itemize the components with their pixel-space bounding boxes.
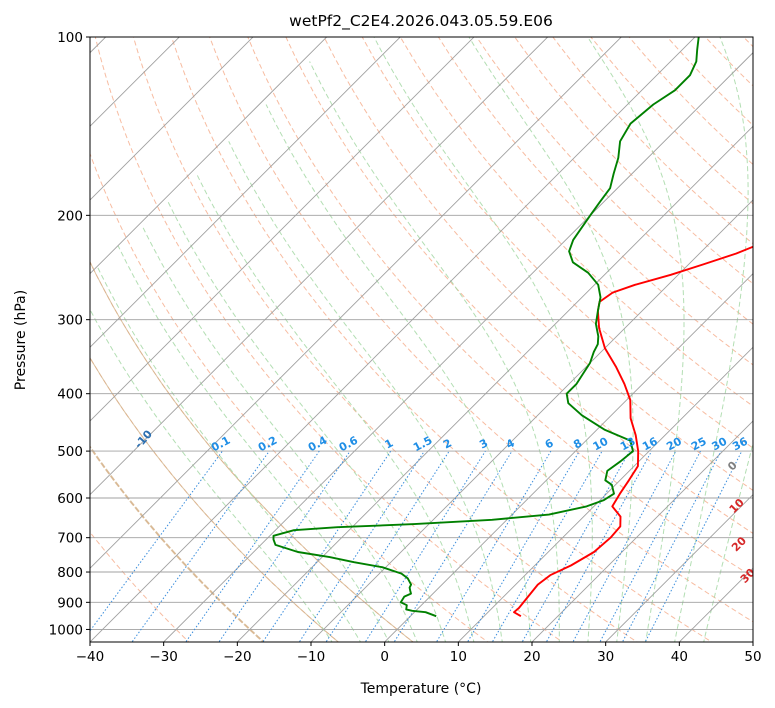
x-tick-label: 20 xyxy=(523,649,540,665)
mixing-ratio-line xyxy=(90,450,223,632)
dry-adiabat xyxy=(323,37,753,491)
moist-adiabat xyxy=(309,61,560,642)
moist-adiabat xyxy=(90,308,333,642)
mixing-ratio-label: 30 xyxy=(710,435,730,454)
moist-adiabat xyxy=(97,267,362,642)
moist-adiabat xyxy=(167,201,447,642)
chart-title: wetPf2_C2E4.2026.043.05.59.E06 xyxy=(289,12,553,31)
y-axis-label: Pressure (hPa) xyxy=(13,290,29,390)
mixing-ratio-line xyxy=(644,450,743,642)
isotherm xyxy=(457,346,753,642)
isotherm xyxy=(90,37,549,496)
mixing-ratio-label: 16 xyxy=(640,435,660,454)
mixing-ratio-line xyxy=(298,450,425,642)
y-tick-label: 400 xyxy=(57,387,83,403)
moist-adiabat xyxy=(195,173,475,642)
mixing-ratio-line xyxy=(435,450,552,642)
temperature-profile xyxy=(513,245,753,618)
mixing-ratio-line xyxy=(393,450,513,642)
x-tick-label: −40 xyxy=(76,649,105,665)
isotherm xyxy=(531,420,753,642)
y-tick-label: 800 xyxy=(57,565,83,581)
mixing-ratio-line xyxy=(599,450,701,642)
x-tick-label: −30 xyxy=(149,649,178,665)
moist-adiabat xyxy=(117,245,390,642)
mixing-ratio-label: 13 xyxy=(618,435,638,454)
mixing-ratio-label: 36 xyxy=(730,435,750,454)
isotherm xyxy=(310,199,753,642)
y-tick-label: 100 xyxy=(57,30,83,46)
isotherm xyxy=(90,37,696,642)
isotherm xyxy=(90,37,401,348)
isotherm xyxy=(604,493,753,642)
mixing-ratio-line xyxy=(621,450,722,642)
y-tick-label: 300 xyxy=(57,313,83,329)
x-tick-label: 30 xyxy=(597,649,614,665)
isotherm xyxy=(236,125,753,642)
x-tick-label: 0 xyxy=(380,649,389,665)
mixing-ratio-line xyxy=(262,450,392,642)
dry-adiabat xyxy=(171,37,713,642)
y-axis: 1000 900 800 700 600 500 400 300 200 100 xyxy=(49,30,90,638)
x-axis: −40 −30 −20 −10 0 10 20 30 40 50 xyxy=(76,642,762,665)
isotherm xyxy=(90,37,328,275)
mixing-ratio-line xyxy=(491,450,603,642)
isotherm xyxy=(90,37,254,201)
isotherm xyxy=(162,52,753,642)
background-lines xyxy=(90,37,753,642)
x-axis-label: Temperature (°C) xyxy=(360,681,482,697)
x-tick-label: 10 xyxy=(450,649,467,665)
x-tick-label: −10 xyxy=(297,649,326,665)
mixing-ratio-line xyxy=(218,450,351,642)
isotherm xyxy=(90,37,622,569)
x-tick-label: −20 xyxy=(223,649,252,665)
dewpoint-profile xyxy=(272,37,700,618)
profiles xyxy=(272,37,753,618)
y-tick-label: 500 xyxy=(57,444,83,460)
mixing-ratio-label: 25 xyxy=(689,435,709,454)
y-tick-label: 200 xyxy=(57,208,83,224)
dry-adiabat xyxy=(361,37,753,449)
isotherm xyxy=(383,273,753,642)
y-tick-label: 900 xyxy=(57,595,83,611)
mixing-ratio-line xyxy=(185,450,320,642)
mixing-ratio-line xyxy=(466,450,580,642)
mixing-ratio-line xyxy=(131,450,270,642)
x-tick-label: 40 xyxy=(671,649,688,665)
dry-adiabat xyxy=(476,37,753,325)
y-tick-label: 600 xyxy=(57,491,83,507)
mixing-ratio-label: 20 xyxy=(664,435,684,454)
x-tick-label: 50 xyxy=(744,649,761,665)
mixing-ratio-line xyxy=(572,450,677,642)
y-tick-label: 1000 xyxy=(49,622,83,638)
dry-adiabat xyxy=(399,37,753,407)
moist-adiabat xyxy=(265,104,532,642)
mixing-ratio-line xyxy=(364,450,486,642)
mixing-ratio-label: 10 xyxy=(591,435,611,454)
dry-adiabat xyxy=(437,37,753,366)
y-tick-label: 700 xyxy=(57,531,83,547)
plot-frame xyxy=(89,36,754,643)
dry-adiabat xyxy=(90,152,489,642)
dry-adiabat xyxy=(285,37,753,534)
isotherm xyxy=(90,37,475,422)
